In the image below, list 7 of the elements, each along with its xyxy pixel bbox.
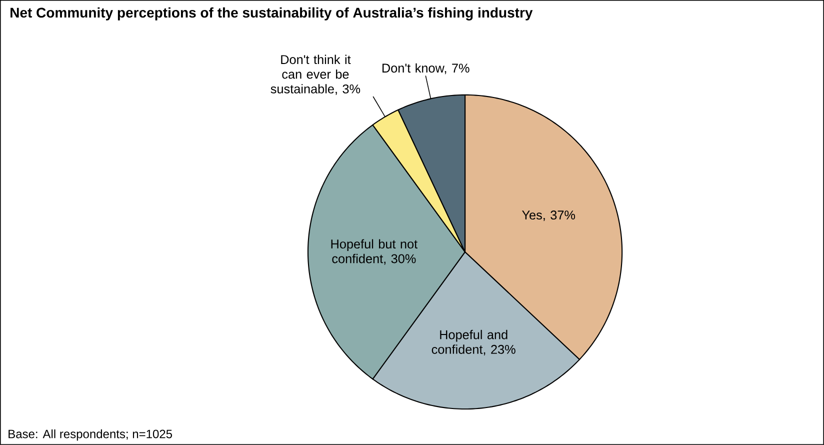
slice-label: Yes, 37% — [522, 210, 576, 222]
text: Base: All respondents; n=1025 — [8, 429, 172, 441]
slice-label: Hopeful but not confident, 30% — [331, 239, 418, 265]
slice-label: Don't think it can ever be sustainable, 3% — [270, 54, 360, 95]
chart-title: Net Community perceptions of the sustainability of Australia’s fishing industry — [10, 7, 533, 20]
slice-label: Hopeful and confident, 23% — [432, 330, 516, 356]
slice-label: Don't know, 7% — [382, 63, 470, 74]
